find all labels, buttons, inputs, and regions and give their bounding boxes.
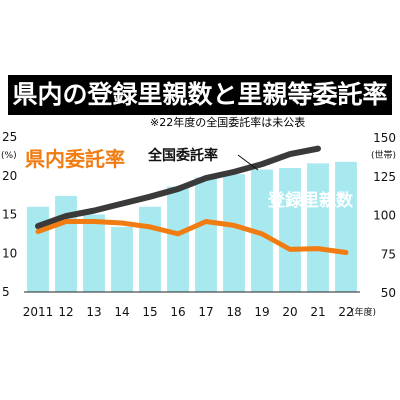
x-tick-label: 20 <box>282 305 297 319</box>
chart-title: 県内の登録里親数と里親等委託率 <box>12 80 388 109</box>
right-tick-label: 75 <box>381 247 396 261</box>
bar-21 <box>307 163 329 292</box>
x-tick-label: 15 <box>142 305 157 319</box>
left-tick-label: 20 <box>2 169 17 183</box>
title-bar: 県内の登録里親数と里親等委託率 <box>8 75 392 115</box>
bar-17 <box>195 177 217 292</box>
bar-12 <box>55 195 77 292</box>
bar-14 <box>111 226 133 292</box>
line-全国委託率 <box>35 145 321 230</box>
bar-19 <box>251 169 273 292</box>
bar-2011 <box>27 206 49 292</box>
series-label-prefecture: 県内委託率 <box>25 147 125 171</box>
x-tick-label: 19 <box>254 305 269 319</box>
x-tick-label: 2011 <box>23 305 54 319</box>
line-県内委託率 <box>35 218 349 255</box>
x-axis-suffix: (年度) <box>351 306 376 318</box>
chart-note: ※22年度の全国委託率は未公表 <box>150 116 306 129</box>
bar-22 <box>335 161 357 292</box>
bar-18 <box>223 174 245 292</box>
bars-label: 登録里親数 <box>267 190 354 211</box>
right-tick-label: 125 <box>373 170 396 184</box>
lines-layer <box>35 145 349 255</box>
x-tick-label: 17 <box>198 305 213 319</box>
x-tick-label: 12 <box>58 305 73 319</box>
bar-13 <box>83 214 105 292</box>
x-tick-label: 21 <box>310 305 325 319</box>
bar-20 <box>279 168 301 292</box>
bar-15 <box>139 206 161 292</box>
labels-layer: 5 10 15 20 25 (%) 50 75 100 125 150 (世帯) 2011 12 13 14 1… <box>1 130 396 319</box>
right-tick-label: 150 <box>373 131 396 145</box>
series-label-national-leader <box>237 154 259 171</box>
right-tick-label: 50 <box>381 286 396 300</box>
x-tick-label: 16 <box>170 305 185 319</box>
left-tick-label: 5 <box>2 285 10 299</box>
left-axis-unit: (%) <box>1 151 17 161</box>
x-tick-label: 22 <box>338 305 353 319</box>
x-tick-label: 18 <box>226 305 241 319</box>
series-label-national: 全国委託率 <box>147 147 218 164</box>
left-tick-label: 15 <box>2 208 17 222</box>
right-tick-label: 100 <box>373 209 396 223</box>
bar-16 <box>167 186 189 292</box>
x-tick-label: 14 <box>114 305 129 319</box>
left-tick-label: 10 <box>2 246 17 260</box>
left-tick-label: 25 <box>2 130 17 144</box>
right-axis-unit: (世帯) <box>371 149 396 161</box>
x-tick-label: 13 <box>86 305 101 319</box>
